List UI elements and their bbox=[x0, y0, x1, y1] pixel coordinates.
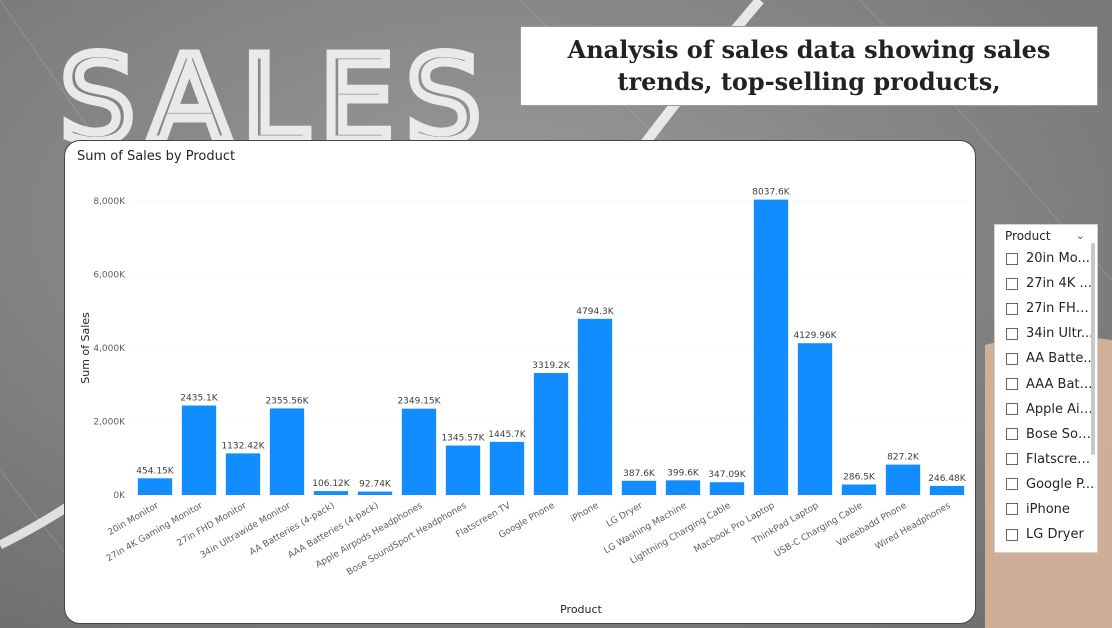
y-tick-label: 0K bbox=[113, 491, 126, 501]
slicer-checkbox[interactable] bbox=[1006, 302, 1018, 315]
y-axis-title: Sum of Sales bbox=[79, 312, 92, 384]
bar[interactable] bbox=[885, 464, 921, 495]
bar[interactable] bbox=[313, 491, 349, 495]
data-label: 1132.42K bbox=[221, 441, 265, 451]
bar[interactable] bbox=[137, 478, 173, 495]
slicer-item[interactable]: LG Dryer bbox=[995, 522, 1097, 547]
slicer-scrollbar[interactable] bbox=[1091, 243, 1095, 455]
slicer-checkbox[interactable] bbox=[1006, 403, 1018, 416]
data-label: 3319.2K bbox=[532, 361, 570, 371]
bar[interactable] bbox=[621, 480, 657, 495]
bar[interactable] bbox=[533, 373, 569, 495]
y-tick-label: 2,000K bbox=[93, 418, 126, 428]
slicer-list: 20in Mo... 27in 4K ... 27in FHD... 34in Ult… bbox=[995, 246, 1097, 547]
slicer-item[interactable]: 34in Ultr... bbox=[995, 321, 1097, 346]
slicer-item[interactable]: AAA Batt... bbox=[995, 371, 1097, 396]
report-title: Analysis of sales data showing sales tre… bbox=[567, 35, 1051, 96]
data-label: 286.5K bbox=[843, 472, 876, 482]
chevron-down-icon[interactable]: ⌄ bbox=[1075, 229, 1085, 242]
bar[interactable] bbox=[445, 445, 481, 495]
slicer-item-label: iPhone bbox=[1026, 501, 1070, 517]
bar[interactable] bbox=[401, 408, 437, 495]
slicer-checkbox[interactable] bbox=[1006, 327, 1018, 340]
bar[interactable] bbox=[225, 453, 261, 495]
slicer-item-label: AA Batte... bbox=[1026, 351, 1096, 367]
slicer-item-label: 34in Ultr... bbox=[1026, 326, 1094, 342]
data-label: 2355.56K bbox=[265, 396, 309, 406]
slicer-item[interactable]: 27in FHD... bbox=[995, 296, 1097, 321]
data-label: 8037.6K bbox=[752, 188, 790, 198]
slicer-item-label: AAA Batt... bbox=[1026, 376, 1096, 392]
x-tick-label: Wired Headphones bbox=[874, 501, 953, 552]
bar[interactable] bbox=[753, 199, 789, 495]
bar[interactable] bbox=[797, 343, 833, 495]
slicer-item-label: 27in 4K ... bbox=[1026, 276, 1092, 292]
sales-by-product-chart[interactable]: Sum of Sales by Product 0K 2,000K 4,000K 6,… bbox=[64, 140, 976, 624]
slicer-checkbox[interactable] bbox=[1006, 352, 1018, 365]
slicer-item[interactable]: iPhone bbox=[995, 497, 1097, 522]
bar-chart-svg: 0K 2,000K 4,000K 6,000K 8,000K Sum of Sales Pr… bbox=[79, 188, 969, 616]
slicer-item[interactable]: Google P... bbox=[995, 472, 1097, 497]
y-tick-label: 4,000K bbox=[93, 344, 126, 354]
slicer-checkbox[interactable] bbox=[1006, 528, 1018, 541]
bar[interactable] bbox=[929, 485, 965, 495]
data-label: 454.15K bbox=[136, 466, 174, 476]
data-label: 2349.15K bbox=[397, 397, 441, 407]
slicer-checkbox[interactable] bbox=[1006, 378, 1018, 391]
bar[interactable] bbox=[665, 480, 701, 495]
slicer-checkbox[interactable] bbox=[1006, 503, 1018, 516]
y-tick-label: 6,000K bbox=[93, 271, 126, 281]
data-label: 2435.1K bbox=[180, 394, 218, 404]
bar[interactable] bbox=[181, 405, 217, 495]
bar[interactable] bbox=[489, 441, 525, 495]
bar[interactable] bbox=[841, 484, 877, 495]
x-tick-label: Macbook Pro Laptop bbox=[693, 501, 777, 555]
product-slicer[interactable]: Product ⌄ 20in Mo... 27in 4K ... 27in FHD.… bbox=[994, 224, 1098, 553]
slicer-checkbox[interactable] bbox=[1006, 478, 1018, 491]
data-label: 4129.96K bbox=[793, 331, 837, 341]
slicer-item-label: Apple Air... bbox=[1026, 401, 1096, 417]
slicer-item-label: Flatscree... bbox=[1026, 451, 1096, 467]
slicer-item-label: Bose Sou... bbox=[1026, 426, 1096, 442]
x-axis-title: Product bbox=[560, 603, 602, 616]
x-tick-label: LG Dryer bbox=[605, 501, 645, 530]
x-tick-label: iPhone bbox=[569, 501, 601, 525]
report-title-box: Analysis of sales data showing sales tre… bbox=[520, 26, 1098, 106]
slicer-checkbox[interactable] bbox=[1006, 252, 1018, 265]
data-label: 399.6K bbox=[667, 468, 700, 478]
bar[interactable] bbox=[709, 482, 745, 495]
slicer-item-label: 27in FHD... bbox=[1026, 301, 1096, 317]
data-label: 347.09K bbox=[708, 470, 746, 480]
slicer-item[interactable]: Flatscree... bbox=[995, 447, 1097, 472]
data-label: 246.48K bbox=[928, 474, 966, 484]
slicer-item[interactable]: Apple Air... bbox=[995, 397, 1097, 422]
data-label: 827.2K bbox=[887, 453, 920, 463]
data-label: 387.6K bbox=[623, 469, 656, 479]
slicer-header[interactable]: Product ⌄ bbox=[1005, 229, 1095, 247]
data-label: 92.74K bbox=[359, 480, 392, 490]
bar[interactable] bbox=[577, 318, 613, 495]
slicer-item[interactable]: AA Batte... bbox=[995, 346, 1097, 371]
bar[interactable] bbox=[269, 408, 305, 495]
data-label: 4794.3K bbox=[576, 307, 614, 317]
slicer-checkbox[interactable] bbox=[1006, 277, 1018, 290]
slicer-item-label: 20in Mo... bbox=[1026, 251, 1090, 267]
slicer-item-label: LG Dryer bbox=[1026, 527, 1084, 543]
slicer-item[interactable]: Bose Sou... bbox=[995, 422, 1097, 447]
slicer-item[interactable]: 20in Mo... bbox=[995, 246, 1097, 271]
bar[interactable] bbox=[357, 491, 393, 495]
slicer-title: Product bbox=[1005, 229, 1051, 243]
chart-title: Sum of Sales by Product bbox=[77, 149, 236, 164]
slicer-checkbox[interactable] bbox=[1006, 453, 1018, 466]
y-tick-label: 8,000K bbox=[93, 197, 126, 207]
slicer-item[interactable]: 27in 4K ... bbox=[995, 271, 1097, 296]
data-label: 106.12K bbox=[312, 479, 350, 489]
data-label: 1445.7K bbox=[488, 430, 526, 440]
data-label: 1345.57K bbox=[441, 434, 485, 444]
slicer-item-label: Google P... bbox=[1026, 476, 1095, 492]
slicer-checkbox[interactable] bbox=[1006, 428, 1018, 441]
